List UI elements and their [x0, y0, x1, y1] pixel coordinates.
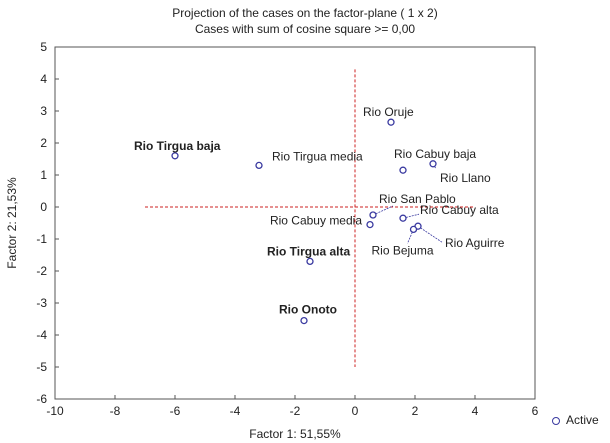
point-label: Rio Cabuy alta [420, 203, 499, 217]
x-tick-label: -2 [290, 404, 301, 418]
x-tick-label: -10 [46, 404, 64, 418]
x-tick-label: -6 [170, 404, 181, 418]
x-axis-title: Factor 1: 51,55% [249, 427, 341, 441]
legend-entry: Active [566, 413, 599, 427]
point-label: Rio Tirgua alta [267, 244, 350, 258]
data-point [255, 161, 263, 170]
data-point [366, 220, 374, 229]
legend: Active [552, 413, 599, 427]
point-label: Rio Onoto [279, 303, 337, 317]
x-tick-label: 4 [472, 404, 479, 418]
data-point [429, 160, 437, 168]
y-tick-label: -6 [36, 392, 47, 406]
point-label: Rio Llano [440, 171, 491, 185]
point-label: Rio Tirgua baja [134, 139, 221, 153]
point-label: Rio Cabuy media [270, 214, 362, 228]
point-label: Rio San Pablo [379, 192, 456, 206]
point-label: Rio Oruje [363, 105, 414, 119]
point-label: Rio Bejuma [372, 243, 434, 257]
data-point [171, 152, 179, 160]
point-label: Rio Cabuy baja [394, 147, 476, 161]
label-leader-line [407, 229, 414, 244]
chart-subtitle: Cases with sum of cosine square >= 0,00 [194, 22, 416, 36]
y-tick-label: -5 [36, 360, 47, 374]
data-point [306, 257, 314, 266]
label-leader-line [372, 205, 394, 216]
data-point [300, 316, 308, 325]
y-tick-label: 2 [40, 136, 47, 150]
point-label: Rio Tirgua media [272, 149, 363, 163]
x-tick-label: -8 [110, 404, 121, 418]
data-point [409, 225, 418, 234]
data-point [387, 118, 395, 126]
y-tick-label: -1 [36, 232, 47, 246]
x-tick-label: 2 [412, 404, 419, 418]
x-tick-label: -4 [230, 404, 241, 418]
data-point [399, 166, 407, 174]
y-tick-label: 4 [40, 72, 47, 86]
y-tick-label: -2 [36, 264, 47, 278]
y-tick-label: 1 [40, 168, 47, 182]
y-tick-label: -3 [36, 296, 47, 310]
legend-marker-icon [552, 416, 560, 425]
x-tick-label: 0 [352, 404, 359, 418]
y-tick-label: 3 [40, 104, 47, 118]
y-tick-label: -4 [36, 328, 47, 342]
label-leader-line [402, 213, 420, 219]
label-leader-line [417, 225, 443, 243]
y-axis-title: Factor 2: 21,53% [5, 177, 19, 269]
data-point [369, 211, 377, 219]
y-tick-label: 0 [40, 200, 47, 214]
x-tick-label: 6 [532, 404, 539, 418]
data-point [399, 214, 407, 222]
point-label: Rio Aguirre [445, 236, 505, 250]
chart-title: Projection of the cases on the factor-pl… [172, 6, 438, 20]
y-tick-label: 5 [40, 40, 47, 54]
